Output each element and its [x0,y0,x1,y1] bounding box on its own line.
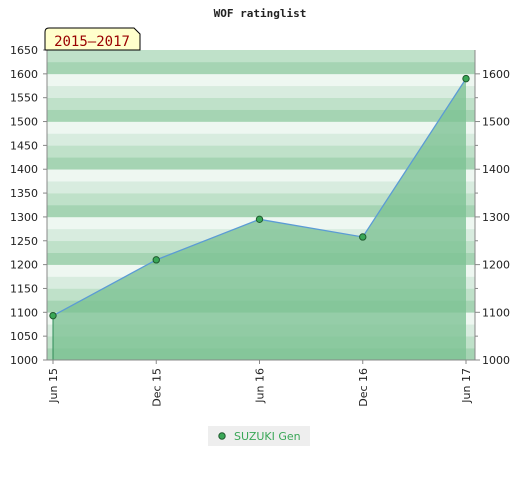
background-band [47,133,475,146]
background-band [47,181,475,194]
y-tick-label: 1250 [10,235,38,248]
y-tick-label: 1650 [10,44,38,57]
x-tick-label: Dec 16 [357,368,370,407]
period-badge: 2015–2017 [44,27,141,51]
y-right-tick-label: 1600 [482,68,510,81]
y-tick-label: 1000 [10,354,38,367]
x-tick-label: Jun 17 [460,368,473,404]
y-tick-label: 1200 [10,259,38,272]
y-tick-label: 1400 [10,163,38,176]
chart-title: WOF ratinglist [214,7,307,20]
y-tick-label: 1100 [10,306,38,319]
y-right-tick-label: 1500 [482,116,510,129]
y-tick-label: 1300 [10,211,38,224]
background-band [47,145,475,158]
y-tick-label: 1600 [10,68,38,81]
legend-marker [218,432,226,440]
background-band [47,50,475,63]
background-band [47,109,475,122]
legend-box [208,426,310,446]
period-badge-label: 2015–2017 [54,34,130,50]
legend: SUZUKI Gen [208,426,310,446]
series-markers [49,74,470,320]
legend-item-suzuki-gen: SUZUKI Gen [234,430,301,443]
y-tick-label: 1500 [10,116,38,129]
series-point [462,74,470,83]
y-right-tick-label: 1100 [482,306,510,319]
y-right-tick-label: 1400 [482,163,510,176]
y-right-tick-label: 1000 [482,354,510,367]
y-ticks-right: 1000 1100 1200 1300 1400 1500 1600 [475,68,510,367]
background-band [47,61,475,75]
background-band [47,169,475,182]
x-tick-label: Dec 15 [150,368,163,407]
series-point [49,311,57,320]
background-band [47,85,475,98]
x-tick-label: Jun 15 [47,368,60,404]
y-right-tick-label: 1300 [482,211,510,224]
x-tick-label: Jun 16 [254,368,267,404]
series-point [255,215,264,224]
background-band [47,157,475,170]
y-tick-label: 1050 [10,330,38,343]
period-badge-box [44,27,141,51]
series-point [359,233,367,241]
background-band [47,121,475,134]
y-right-tick-label: 1200 [482,259,510,272]
background-band [47,73,475,87]
y-ticks-left: 1000 1050 1100 1150 1200 1250 1300 1350 1400 1450… [10,44,47,367]
y-tick-label: 1150 [10,282,38,295]
y-tick-label: 1550 [10,92,38,105]
background-band [47,97,475,110]
y-tick-label: 1350 [10,187,38,200]
y-tick-label: 1450 [10,139,38,152]
background-band [47,205,475,218]
series-point [152,256,160,264]
x-ticks: Jun 15 Dec 15 Jun 16 Dec 16 Jun 17 [47,360,473,407]
background-band [47,193,475,206]
